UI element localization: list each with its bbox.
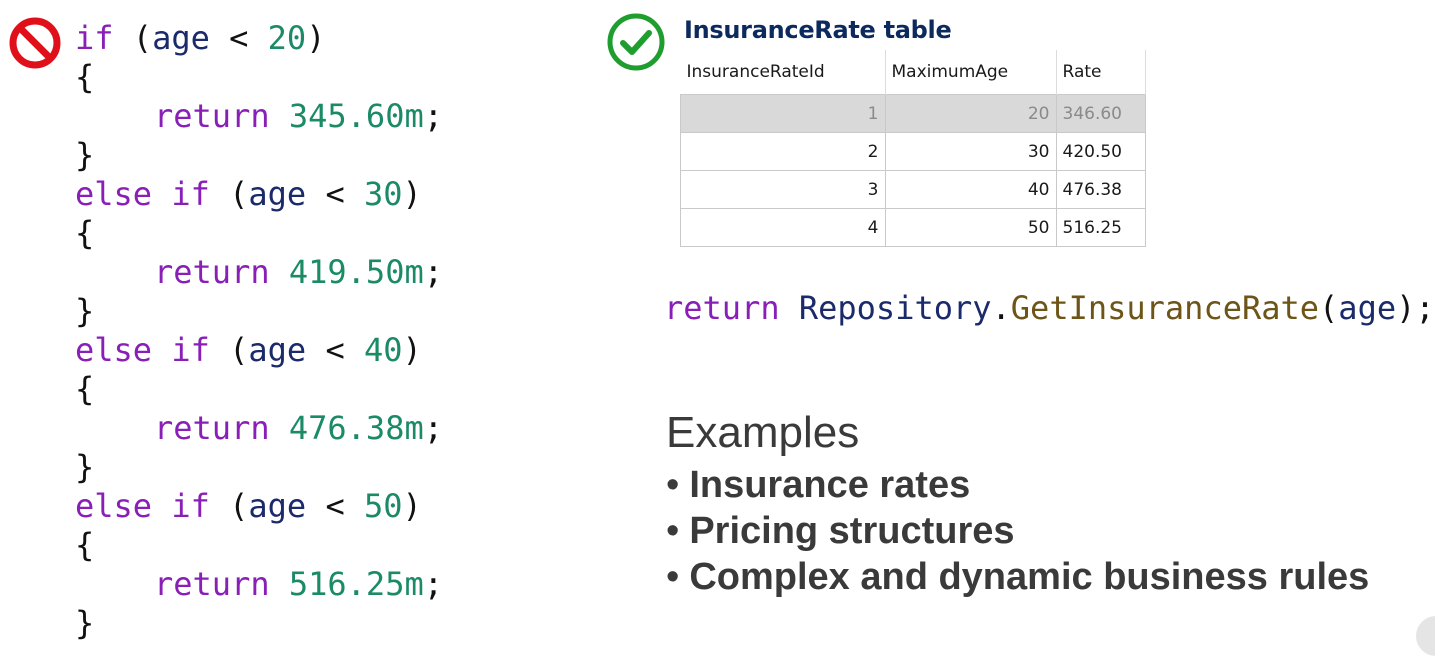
- code-brace: }: [75, 604, 95, 642]
- code-number: 40: [363, 331, 403, 369]
- cell-max-age[interactable]: 20: [884, 94, 1057, 133]
- code-line: }: [75, 295, 94, 327]
- table-title: InsuranceRate table: [684, 16, 952, 44]
- code-line: else if (age < 30): [75, 178, 422, 210]
- code-keyword: return: [154, 253, 270, 291]
- column-header[interactable]: InsuranceRateId: [680, 50, 886, 95]
- code-keyword: return: [664, 289, 780, 327]
- code-punctuation: ): [306, 19, 326, 57]
- code-line: }: [75, 607, 94, 639]
- code-punctuation: ;: [423, 565, 443, 603]
- code-line: {: [75, 373, 94, 405]
- code-number: 345.60m: [288, 97, 424, 135]
- cell-rate[interactable]: 476.38: [1055, 170, 1146, 209]
- code-identifier: age: [248, 487, 307, 525]
- list-item: Pricing structures: [666, 508, 1369, 554]
- code-line: return 476.38m;: [154, 412, 443, 444]
- code-keyword: return: [154, 97, 270, 135]
- code-number: 419.50m: [288, 253, 424, 291]
- cell-max-age[interactable]: 50: [884, 208, 1057, 247]
- code-keyword: else if: [75, 487, 210, 525]
- code-punctuation: (: [113, 19, 153, 57]
- cell-id[interactable]: 3: [680, 170, 886, 209]
- code-brace: }: [75, 136, 95, 174]
- code-keyword: else if: [75, 175, 210, 213]
- code-keyword: else if: [75, 331, 210, 369]
- code-line: if (age < 20): [75, 22, 325, 54]
- cell-rate[interactable]: 346.60: [1055, 94, 1146, 133]
- code-identifier: age: [152, 19, 210, 57]
- table-row[interactable]: 4 50 516.25: [680, 208, 1146, 247]
- checkmark-circle-icon: [607, 13, 665, 71]
- cell-id[interactable]: 2: [680, 132, 886, 171]
- code-identifier: age: [1338, 289, 1397, 327]
- code-number: 20: [267, 19, 307, 57]
- code-punctuation: (: [1319, 289, 1339, 327]
- column-header[interactable]: MaximumAge: [885, 50, 1057, 95]
- code-punctuation: ;: [423, 409, 443, 447]
- code-punctuation: ;: [423, 253, 443, 291]
- table-row[interactable]: 2 30 420.50: [680, 132, 1146, 171]
- list-item: Insurance rates: [666, 462, 1369, 508]
- code-punctuation: ): [402, 487, 422, 525]
- code-number: 50: [363, 487, 403, 525]
- code-line: {: [75, 61, 94, 93]
- code-punctuation: (: [209, 175, 249, 213]
- cell-id[interactable]: 4: [680, 208, 886, 247]
- table-header-row: InsuranceRateId MaximumAge Rate: [680, 50, 1146, 95]
- code-line: {: [75, 529, 94, 561]
- code-line: else if (age < 40): [75, 334, 422, 366]
- corner-circle-button[interactable]: [1416, 616, 1435, 656]
- code-line: else if (age < 50): [75, 490, 422, 522]
- no-entry-icon: [9, 17, 61, 69]
- insurance-rate-table: InsuranceRateId MaximumAge Rate 1 20 346…: [680, 50, 1146, 247]
- code-keyword: return: [154, 565, 270, 603]
- cell-max-age[interactable]: 40: [884, 170, 1057, 209]
- code-punctuation: (: [209, 487, 249, 525]
- if-else-code-block: if (age < 20){return 345.60m;} else if (a…: [75, 22, 495, 652]
- code-operator: <: [306, 175, 364, 213]
- code-identifier: age: [248, 331, 307, 369]
- code-punctuation: .: [991, 289, 1011, 327]
- code-brace: {: [75, 58, 95, 96]
- code-brace: }: [75, 448, 95, 486]
- cell-id[interactable]: 1: [680, 94, 886, 133]
- table-row[interactable]: 1 20 346.60: [680, 94, 1146, 133]
- code-number: 476.38m: [288, 409, 424, 447]
- code-brace: }: [75, 292, 95, 330]
- code-punctuation: ): [402, 331, 422, 369]
- list-item: Complex and dynamic business rules: [666, 554, 1369, 600]
- code-line: return 419.50m;: [154, 256, 443, 288]
- code-line: return 516.25m;: [154, 568, 443, 600]
- code-operator: <: [306, 487, 364, 525]
- cell-rate[interactable]: 420.50: [1055, 132, 1146, 171]
- code-identifier: Repository: [798, 289, 992, 327]
- code-punctuation: );: [1396, 289, 1435, 327]
- code-number: 30: [363, 175, 403, 213]
- code-identifier: age: [248, 175, 307, 213]
- code-keyword: return: [154, 409, 270, 447]
- code-brace: {: [75, 214, 95, 252]
- code-line: }: [75, 139, 94, 171]
- code-line: return 345.60m;: [154, 100, 443, 132]
- examples-heading: Examples: [666, 408, 860, 457]
- code-punctuation: (: [209, 331, 249, 369]
- table-row[interactable]: 3 40 476.38: [680, 170, 1146, 209]
- repository-call-code: return Repository.GetInsuranceRate(age);: [664, 292, 1435, 324]
- cell-max-age[interactable]: 30: [884, 132, 1057, 171]
- code-operator: <: [306, 331, 364, 369]
- code-punctuation: ;: [423, 97, 443, 135]
- code-keyword: if: [75, 19, 114, 57]
- examples-list: Insurance rates Pricing structures Compl…: [666, 462, 1369, 600]
- code-brace: {: [75, 526, 95, 564]
- column-header[interactable]: Rate: [1056, 50, 1146, 95]
- code-punctuation: ): [402, 175, 422, 213]
- code-line: {: [75, 217, 94, 249]
- code-method: GetInsuranceRate: [1010, 289, 1320, 327]
- code-line: }: [75, 451, 94, 483]
- code-number: 516.25m: [288, 565, 424, 603]
- code-operator: <: [209, 19, 268, 57]
- cell-rate[interactable]: 516.25: [1055, 208, 1146, 247]
- code-brace: {: [75, 370, 95, 408]
